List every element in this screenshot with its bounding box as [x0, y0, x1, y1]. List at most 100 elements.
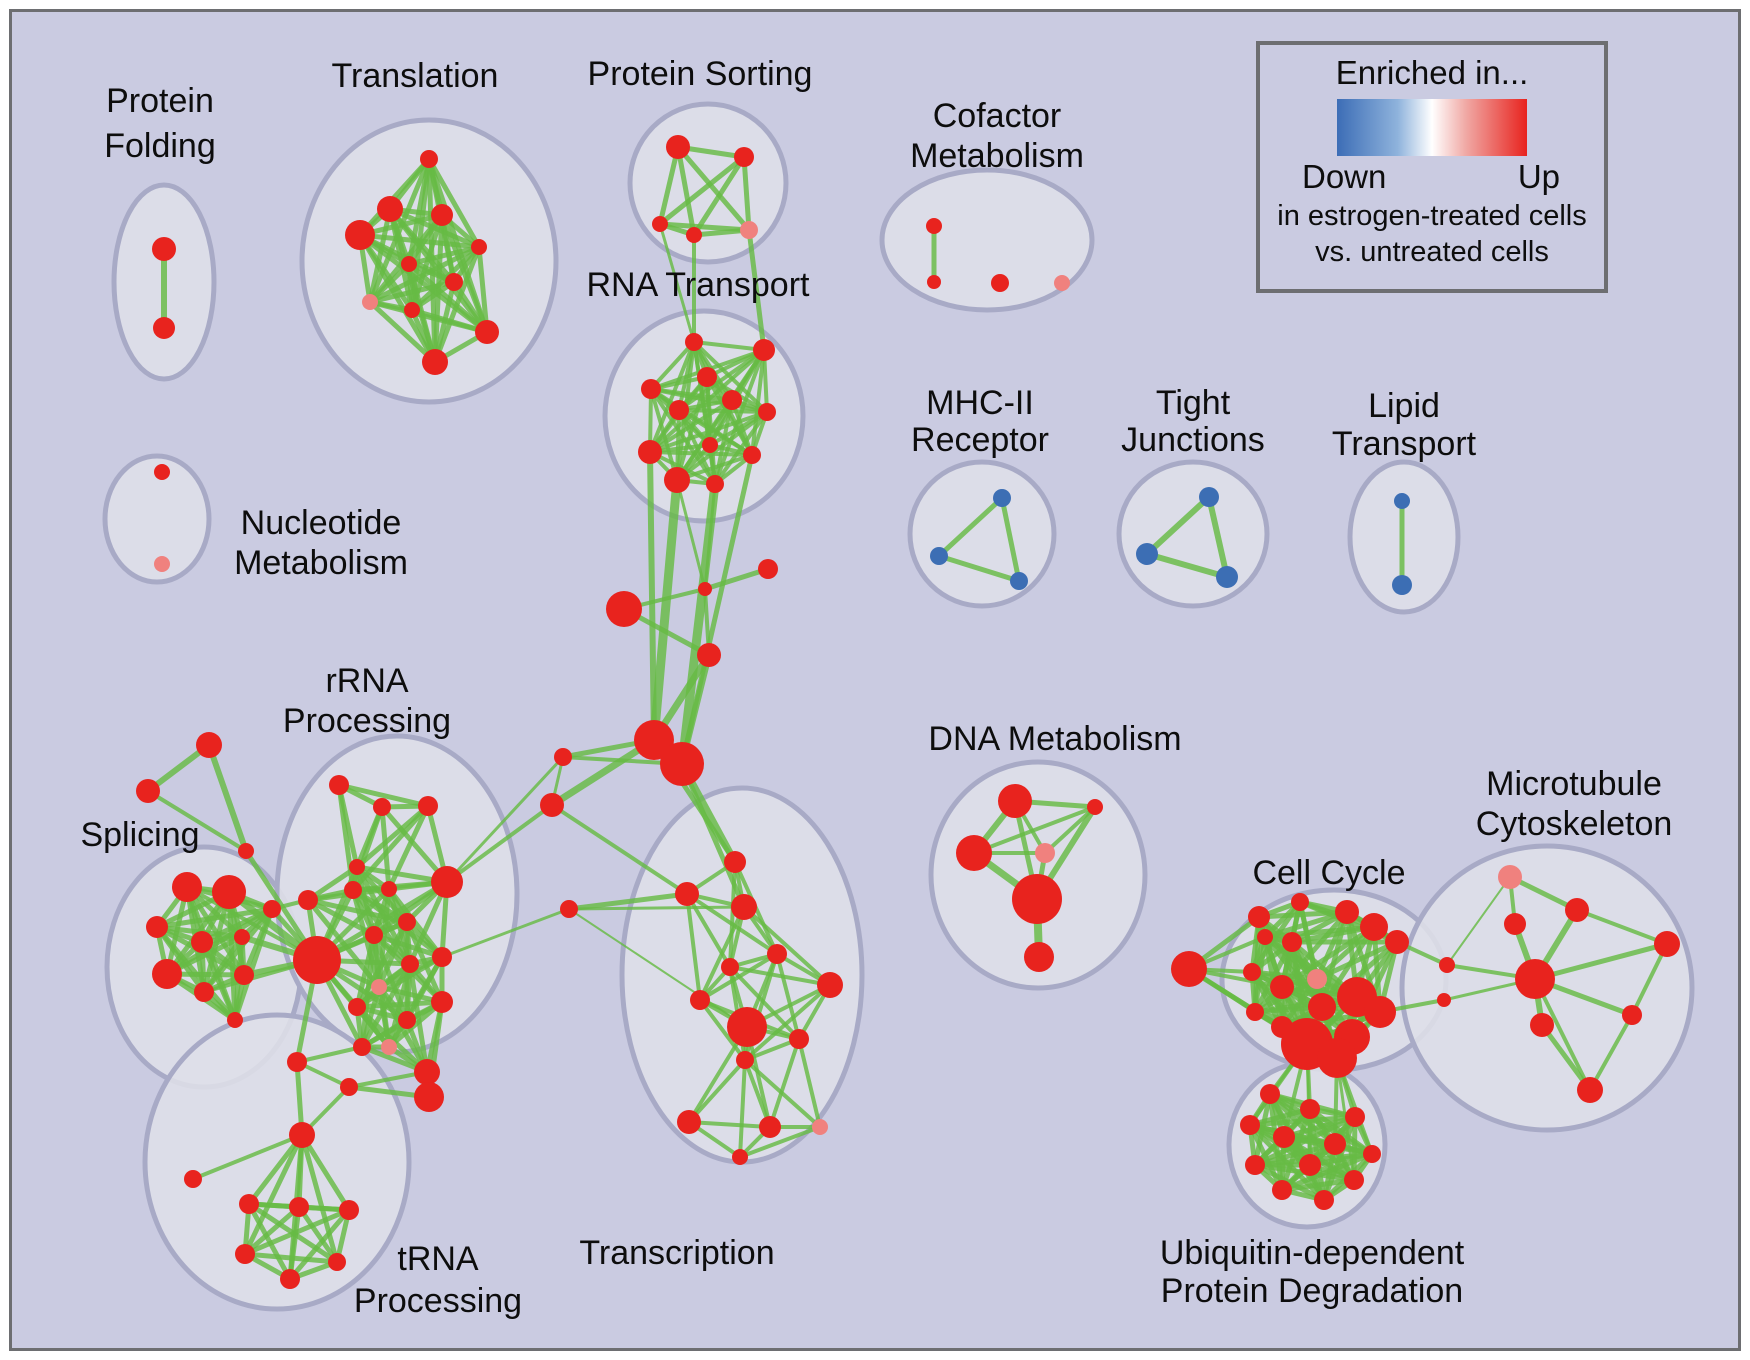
network-node	[381, 1039, 397, 1055]
network-edge	[404, 954, 445, 1023]
network-edge	[657, 144, 681, 227]
network-node	[212, 875, 246, 909]
network-node	[677, 1110, 701, 1134]
network-edge	[357, 232, 438, 365]
network-node	[686, 227, 702, 243]
network-node	[731, 894, 757, 920]
network-node	[1577, 1077, 1603, 1103]
network-node	[184, 1170, 202, 1188]
lipid-transport-label: Lipid	[1368, 387, 1440, 425]
network-edge	[677, 408, 769, 414]
network-node	[1291, 893, 1309, 911]
trna-processing-ellipse	[142, 1012, 412, 1312]
network-edge	[775, 952, 801, 1041]
network-node	[234, 965, 254, 985]
network-node	[817, 972, 843, 998]
network-edge	[648, 410, 769, 454]
network-edge	[296, 1204, 340, 1265]
rna-transport-label: RNA Transport	[587, 266, 811, 304]
network-node	[136, 779, 160, 803]
network-edge	[354, 999, 445, 1010]
network-node	[1324, 1133, 1346, 1155]
network-node	[227, 1012, 243, 1028]
network-node	[172, 872, 202, 902]
network-node	[287, 1052, 307, 1072]
network-node	[431, 204, 453, 226]
network-node	[1515, 959, 1555, 999]
network-node	[373, 798, 391, 816]
network-node	[1654, 931, 1680, 957]
network-node	[431, 866, 463, 898]
network-node	[736, 1051, 754, 1069]
network-edge	[242, 1251, 340, 1265]
network-node	[398, 1011, 416, 1029]
network-node	[743, 446, 761, 464]
network-node	[1345, 1107, 1365, 1127]
network-node	[721, 958, 739, 976]
network-edge	[347, 1070, 429, 1089]
network-diagram: Protein Folding Translation Protein Sorting…	[80, 55, 1695, 1320]
network-edge	[567, 905, 746, 911]
network-edge	[440, 907, 571, 959]
network-edge	[409, 307, 490, 335]
network-node	[1273, 1126, 1295, 1148]
network-edge	[675, 478, 707, 591]
network-edge	[746, 227, 767, 353]
network-node	[471, 239, 487, 255]
network-node	[154, 556, 170, 572]
network-edge	[287, 1204, 302, 1282]
network-node	[727, 1007, 767, 1047]
cell-cycle-label: Cell Cycle	[1252, 854, 1405, 892]
network-node	[1530, 1013, 1554, 1037]
network-node	[293, 936, 341, 984]
network-edge	[743, 1058, 772, 1129]
network-node	[698, 582, 712, 596]
network-edge	[350, 887, 413, 967]
network-node	[1300, 1099, 1320, 1119]
network-node	[1565, 898, 1589, 922]
network-edge	[648, 450, 754, 457]
network-edge	[741, 154, 752, 233]
network-edge	[191, 1133, 304, 1181]
network-node	[289, 1122, 315, 1148]
legend-up-label: Up	[1517, 158, 1560, 195]
network-node	[1385, 930, 1409, 954]
network-edge	[305, 897, 377, 938]
network-edge	[146, 789, 248, 853]
network-node	[685, 333, 703, 351]
lipid-transport-label: Transport	[1332, 425, 1477, 463]
network-node	[540, 793, 564, 817]
ubiquitin-dependent-protein-degradation-label: Ubiquitin-dependent	[1160, 1234, 1465, 1272]
network-edge	[1262, 909, 1350, 940]
cofactor-metabolism-label: Metabolism	[910, 137, 1084, 175]
network-node	[641, 379, 661, 399]
network-edge	[379, 804, 450, 885]
network-node	[414, 1059, 440, 1085]
network-node	[767, 944, 787, 964]
network-node	[235, 1244, 255, 1264]
network-node	[349, 859, 365, 875]
network-node	[706, 475, 724, 493]
network-edge	[728, 965, 832, 987]
legend-subtitle: in estrogen-treated cells vs. untreated …	[1260, 198, 1604, 270]
network-node	[1282, 932, 1302, 952]
transcription-label: Transcription	[579, 1234, 774, 1272]
ubiquitin-dependent-protein-degradation-label: Protein Degradation	[1161, 1272, 1463, 1310]
microtubule-cytoskeleton-label: Cytoskeleton	[1476, 805, 1673, 843]
network-edge	[658, 222, 696, 344]
network-node	[344, 881, 362, 899]
network-node	[398, 913, 416, 931]
network-edge	[299, 1132, 340, 1265]
nucleotide-metabolism-ellipse	[102, 453, 212, 585]
network-edge	[367, 261, 412, 305]
network-node	[414, 1082, 444, 1112]
network-edge	[713, 410, 769, 486]
network-edge	[1144, 494, 1212, 557]
network-edge	[295, 1045, 364, 1064]
network-edge	[1206, 494, 1230, 580]
legend-gradient-bar	[1337, 99, 1527, 156]
network-edge	[1539, 1022, 1593, 1093]
network-edge	[692, 340, 766, 352]
network-edge	[242, 1204, 302, 1257]
network-edge	[743, 983, 832, 1062]
